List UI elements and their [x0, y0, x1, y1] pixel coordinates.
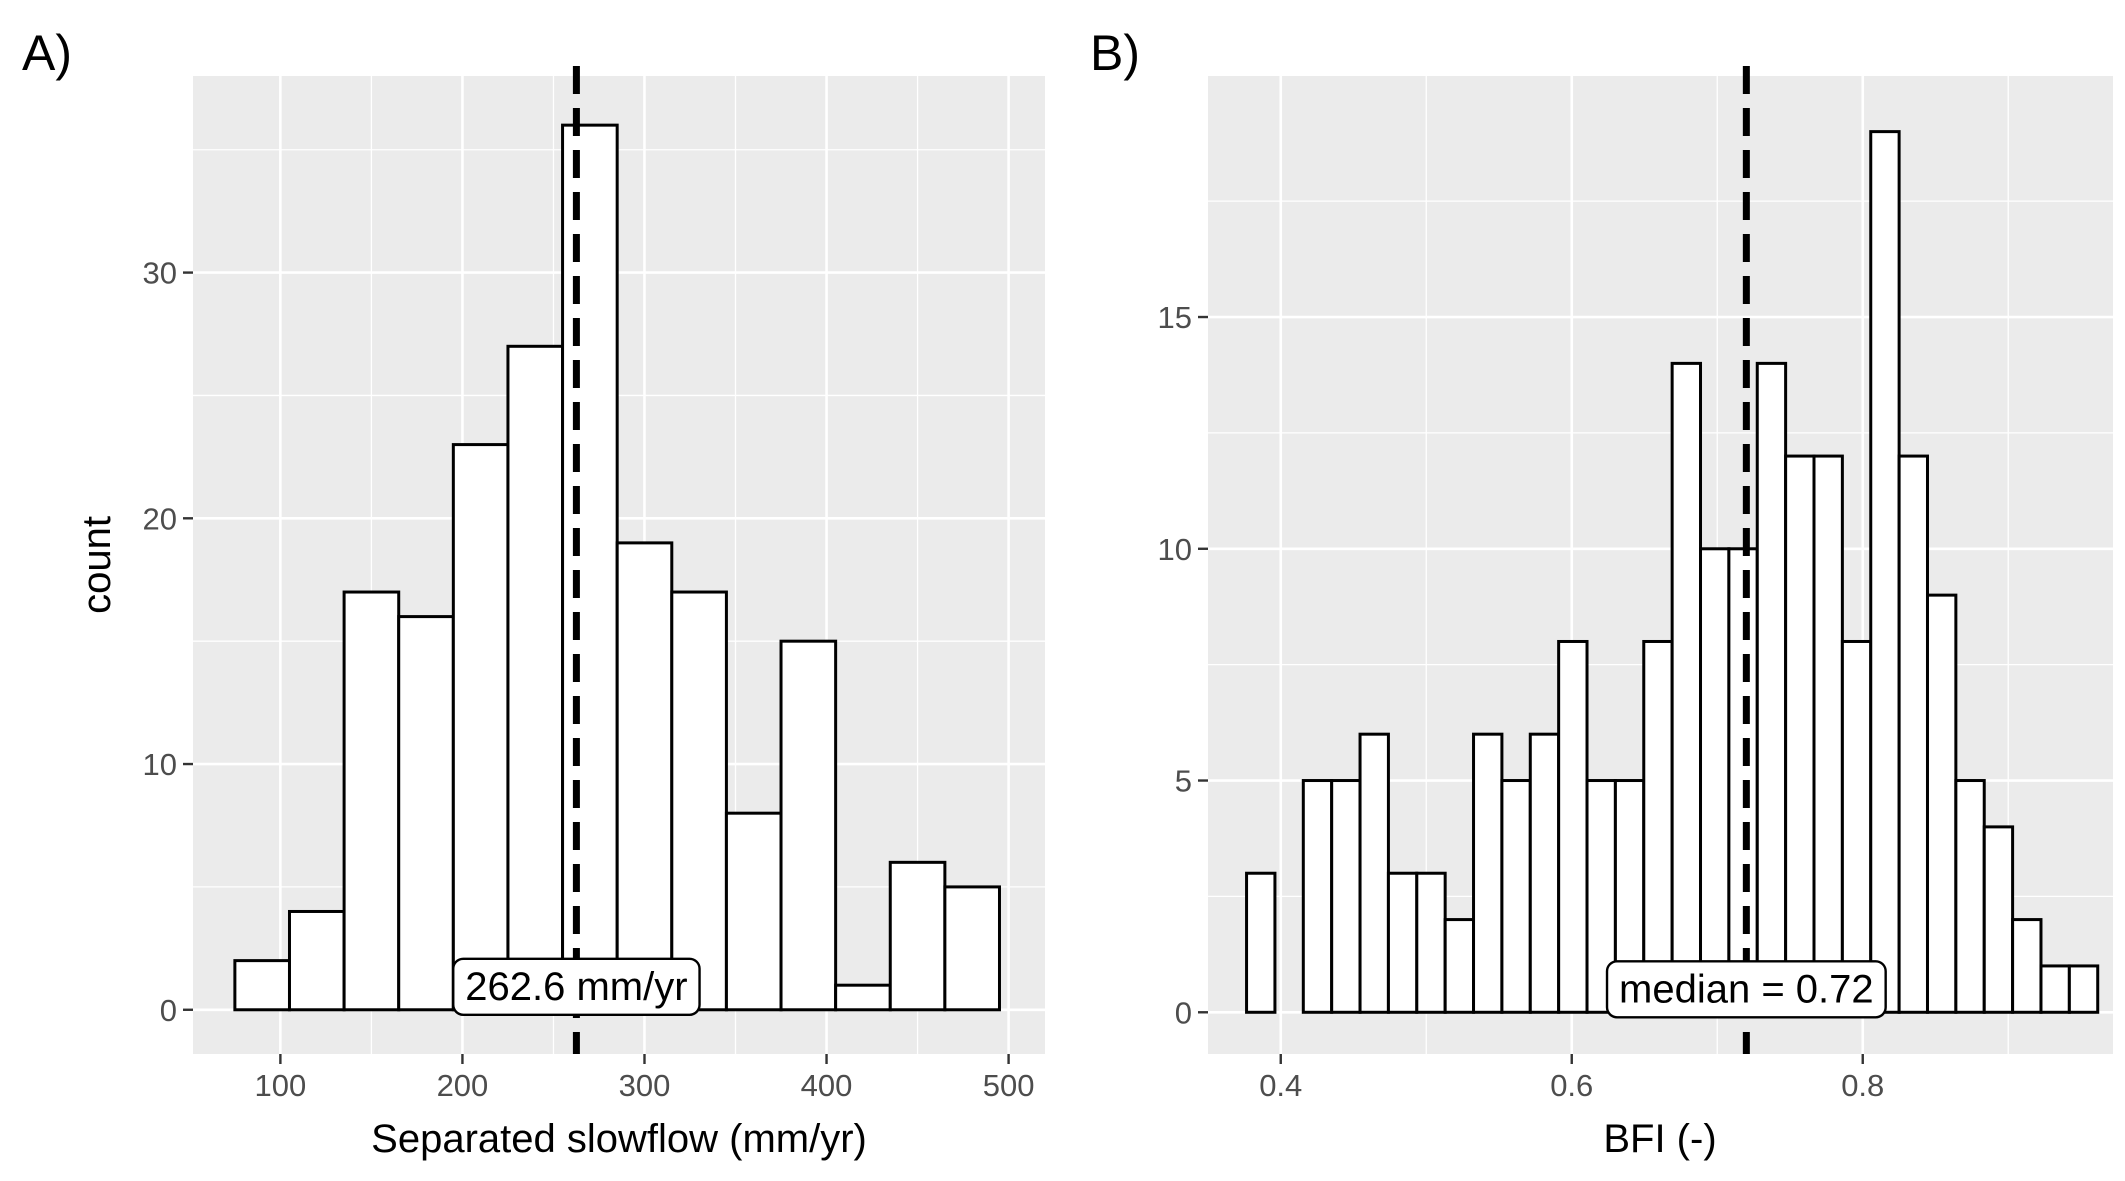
histogram-bar: [779, 639, 838, 1012]
histogram-panel-b: B) median = 0.72 0.4 0.6 0.8 0 5 10 15 BFI (-): [1090, 25, 2113, 1161]
histogram-bar: [615, 541, 674, 1012]
axis-ticks-b: 0.4 0.6 0.8 0 5 10 15: [1158, 300, 1885, 1103]
x-tick-label: 200: [437, 1068, 489, 1103]
median-line-a: 262.6 mm/yr: [452, 66, 701, 1054]
bars-b: [1245, 130, 2100, 1014]
histogram-bar: [1472, 732, 1504, 1014]
y-tick-label: 10: [143, 747, 177, 782]
y-tick-label: 15: [1158, 300, 1192, 335]
histogram-bar: [1443, 918, 1476, 1014]
histogram-bar: [834, 983, 892, 1012]
histogram-bar: [724, 811, 783, 1012]
histogram-bar: [1925, 593, 1958, 1014]
median-line-b: median = 0.72: [1605, 66, 1887, 1054]
histogram-bar: [342, 590, 401, 1012]
histogram-bar: [1415, 871, 1447, 1014]
median-annotation-box: [1605, 960, 1887, 1019]
histogram-bar: [451, 443, 510, 1012]
y-tick-label: 0: [160, 993, 177, 1028]
histogram-bar: [397, 615, 455, 1012]
x-tick-label: 300: [619, 1068, 671, 1103]
histogram-bar: [1330, 779, 1362, 1014]
x-tick-label: 0.4: [1259, 1068, 1302, 1103]
y-axis-title-a: count: [75, 516, 119, 614]
y-tick-label: 5: [1175, 764, 1192, 799]
histogram-bar: [1755, 361, 1788, 1014]
histogram-bar: [1784, 454, 1816, 1014]
histogram-bar: [287, 909, 346, 1012]
histogram-bar: [2011, 918, 2043, 1014]
y-tick-label: 30: [143, 256, 177, 291]
histogram-bar: [1812, 454, 1844, 1014]
x-tick-label: 400: [801, 1068, 853, 1103]
histogram-bar: [2067, 964, 2100, 1014]
histogram-bar: [888, 860, 947, 1012]
histogram-bar: [1301, 779, 1334, 1014]
y-tick-label: 20: [143, 501, 177, 536]
x-tick-label: 0.6: [1550, 1068, 1593, 1103]
histogram-bar: [506, 344, 565, 1012]
x-axis-title-a: Separated slowflow (mm/yr): [371, 1117, 867, 1161]
histogram-bar: [670, 590, 728, 1012]
histogram-bar: [1642, 639, 1674, 1014]
x-axis-title-b: BFI (-): [1603, 1117, 1716, 1161]
panel-label-a: A): [22, 25, 72, 81]
y-tick-label: 10: [1158, 532, 1192, 567]
histogram-bar: [1840, 639, 1873, 1014]
median-annotation-text: median = 0.72: [1619, 967, 1874, 1011]
panel-label-b: B): [1090, 25, 1140, 81]
histogram-bar: [1500, 779, 1532, 1014]
histogram-bar: [943, 885, 1001, 1012]
y-tick-label: 0: [1175, 995, 1192, 1030]
histogram-bar: [1557, 639, 1589, 1014]
histogram-panel-a: A) 262.6 mm/yr 100 200 300 400 500 0 10 20 30 Se…: [22, 25, 1045, 1161]
x-tick-label: 100: [255, 1068, 307, 1103]
histogram-bar: [1386, 871, 1419, 1014]
histogram-bar: [1358, 732, 1390, 1014]
histogram-bar: [233, 959, 291, 1012]
histogram-bar: [1699, 547, 1731, 1014]
histogram-bar: [1954, 779, 1986, 1014]
median-annotation-box: [452, 957, 701, 1016]
histogram-bar: [1869, 130, 1901, 1014]
histogram-bar: [1670, 361, 1703, 1014]
histogram-bar: [1982, 825, 2015, 1014]
histogram-bar: [2039, 964, 2071, 1014]
histogram-bar: [561, 123, 619, 1012]
histogram-bar: [1897, 454, 1929, 1014]
axis-ticks-a: 100 200 300 400 500 0 10 20 30: [143, 256, 1035, 1103]
histogram-bar: [1528, 732, 1561, 1014]
x-tick-label: 500: [983, 1068, 1035, 1103]
bars-a: [233, 123, 1001, 1012]
x-tick-label: 0.8: [1841, 1068, 1884, 1103]
median-annotation-text: 262.6 mm/yr: [465, 965, 687, 1009]
histogram-bar: [1245, 871, 1277, 1014]
